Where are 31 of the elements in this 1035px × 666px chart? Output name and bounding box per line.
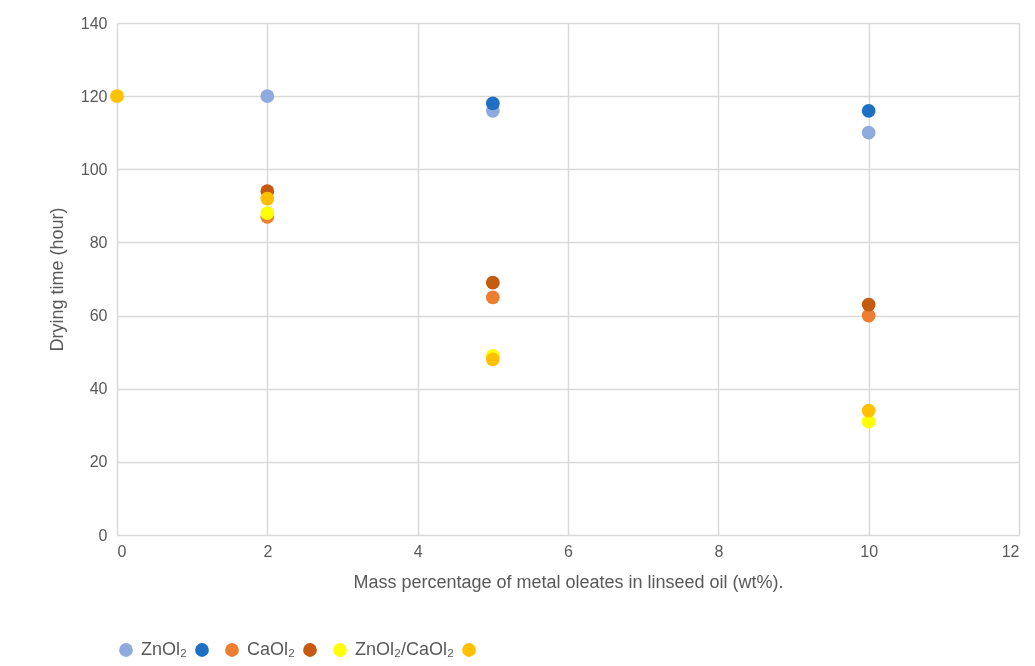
y-tick-label: 100 <box>80 160 108 178</box>
point <box>260 89 275 104</box>
point <box>260 191 275 206</box>
x-tick-label: 2 <box>263 542 273 560</box>
point <box>485 290 500 305</box>
point <box>110 89 124 104</box>
point <box>861 125 876 140</box>
legend-label: ZnOl₂/CaOl₂ <box>355 639 454 659</box>
legend-label: ZnOl₂ <box>141 639 188 659</box>
point <box>861 403 876 418</box>
y-axis-title: Drying time (hour) <box>46 207 67 352</box>
point <box>861 297 876 312</box>
y-tick-label: 140 <box>80 14 108 32</box>
point <box>861 103 876 118</box>
x-tick-label: 6 <box>564 542 574 560</box>
x-tick-label: 8 <box>714 542 724 560</box>
x-tick-label: 0 <box>117 542 127 560</box>
y-tick-label: 120 <box>80 87 108 105</box>
x-tick-label: 12 <box>1001 542 1020 560</box>
x-axis-title: Mass percentage of metal oleates in linseed oil (wt%). <box>353 571 784 592</box>
point <box>485 275 500 290</box>
y-tick-label: 40 <box>89 380 108 398</box>
y-tick-label: 20 <box>89 453 108 471</box>
point <box>485 352 500 367</box>
legend-label: CaOl₂ <box>247 639 296 659</box>
x-tick-label: 10 <box>860 542 879 560</box>
point <box>485 96 500 111</box>
y-tick-label: 80 <box>89 233 108 251</box>
x-tick-label: 4 <box>413 542 423 560</box>
y-tick-label: 0 <box>98 526 108 544</box>
y-tick-label: 60 <box>89 307 108 325</box>
